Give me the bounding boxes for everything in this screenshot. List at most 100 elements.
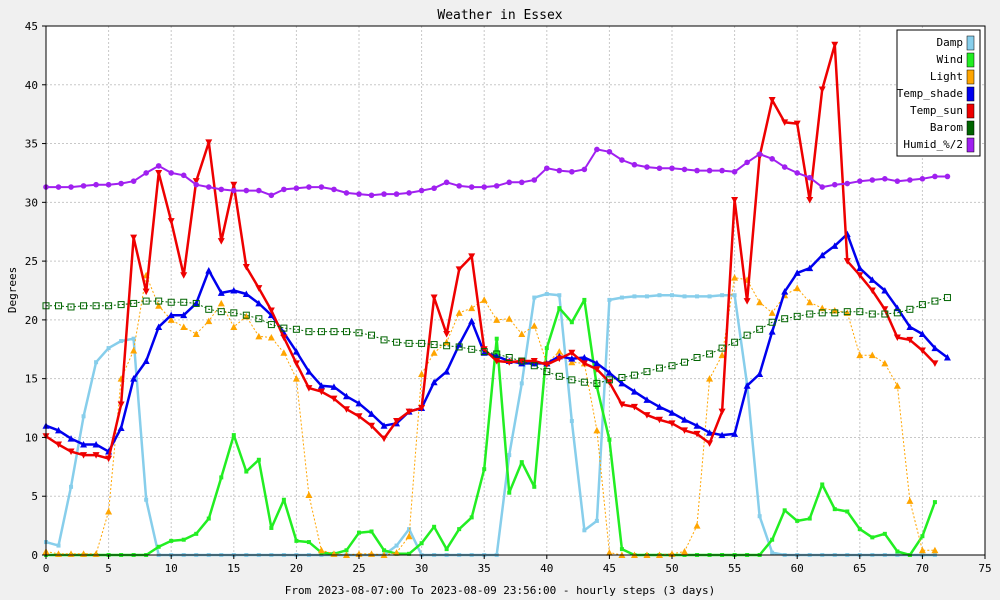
humid-2-point: [456, 183, 462, 189]
damp-point: [532, 295, 537, 300]
barom-line: [46, 297, 948, 384]
barom-point: [55, 302, 63, 310]
damp-point: [81, 414, 86, 419]
temp-shade-point: [230, 287, 238, 294]
temp-sun-point: [180, 272, 188, 279]
humid-2-point: [569, 168, 575, 175]
x-tick-label: 10: [165, 562, 178, 575]
barom-point: [67, 303, 75, 311]
humid-2-point: [894, 178, 901, 184]
damp-point: [557, 293, 562, 298]
light-point: [217, 299, 225, 307]
wind-line: [46, 298, 937, 557]
barom-point: [292, 325, 300, 333]
humid-2-point: [644, 164, 650, 170]
barom-point: [881, 310, 889, 318]
x-tick-label: 45: [603, 562, 616, 575]
barom-point: [305, 328, 313, 336]
damp-point: [569, 418, 574, 423]
temp-sun-point: [342, 406, 350, 413]
damp-point: [770, 550, 775, 555]
damp-point: [94, 360, 99, 365]
barom-point: [330, 328, 338, 336]
temp-shade-point: [167, 311, 175, 319]
barom-point: [856, 308, 864, 316]
damp-point: [582, 528, 587, 533]
light-point: [192, 330, 200, 337]
light-point: [555, 348, 563, 355]
wind-point: [845, 509, 850, 514]
legend-swatch-barom: [966, 120, 975, 136]
y-tick-label: 30: [25, 196, 38, 209]
humid-2-point: [118, 180, 124, 187]
y-tick-label: 45: [25, 20, 38, 33]
temp-sun-point: [430, 294, 438, 302]
y-tick-label: 5: [31, 490, 38, 503]
light-point: [255, 332, 263, 340]
temp-sun-point: [706, 440, 714, 447]
legend-swatch-damp: [966, 35, 975, 51]
humid-2-point: [331, 186, 337, 193]
x-tick-label: 25: [352, 562, 365, 575]
humid-2-point: [468, 184, 475, 190]
temp-shade-point: [317, 382, 325, 389]
barom-point: [280, 324, 288, 332]
x-axis-label: From 2023-08-07:00 To 2023-08-09 23:56:0…: [285, 584, 715, 597]
temp-shade-point: [305, 368, 313, 375]
damp-point: [144, 497, 149, 502]
barom-point: [155, 297, 163, 305]
humid-2-point: [168, 170, 174, 176]
humid-2-point: [105, 181, 112, 188]
humid-2-point: [544, 165, 550, 172]
wind-point: [619, 547, 624, 552]
light-point: [681, 547, 689, 555]
damp-point: [707, 294, 712, 299]
barom-point: [393, 338, 401, 346]
barom-point: [180, 298, 188, 306]
temp-sun-point: [580, 360, 588, 367]
temp-shade-point: [80, 440, 88, 448]
wind-point: [469, 515, 474, 520]
barom-point: [130, 299, 138, 307]
humid-2-point: [68, 184, 74, 190]
wind-point: [882, 531, 887, 536]
humid-2-point: [268, 192, 275, 199]
damp-point: [507, 453, 512, 458]
light-point: [593, 426, 601, 434]
wind-point: [895, 549, 900, 554]
wind-point: [281, 497, 286, 502]
wind-point: [519, 460, 524, 465]
humid-2-point: [443, 179, 450, 186]
barom-point: [731, 338, 739, 346]
humid-2-point: [869, 177, 876, 183]
barom-point: [418, 339, 426, 347]
legend-label-temp-sun: Temp_sun: [910, 104, 963, 117]
barom-point: [793, 312, 801, 320]
wind-point: [820, 482, 825, 487]
temp-shade-point: [255, 299, 263, 307]
humid-2-point: [318, 184, 325, 190]
humid-2-point: [93, 181, 99, 188]
legend-swatch-wind: [966, 52, 975, 68]
temp-shade-point: [643, 396, 651, 403]
wind-point: [932, 500, 937, 505]
temp-sun-point: [881, 306, 889, 313]
temp-sun-point: [230, 181, 238, 189]
temp-sun-point: [743, 298, 751, 305]
temp-sun-point: [831, 41, 839, 49]
humid-2-point: [281, 186, 287, 193]
humid-2-point: [218, 186, 225, 193]
light-point: [180, 323, 188, 330]
light-point: [856, 351, 864, 359]
damp-point: [619, 295, 624, 300]
humid-2-point: [857, 178, 863, 184]
temp-shade-point: [768, 328, 776, 335]
temp-sun-point: [155, 169, 163, 177]
barom-point: [192, 299, 200, 307]
humid-2-point: [919, 176, 926, 182]
barom-point: [505, 354, 513, 362]
barom-point: [931, 297, 939, 305]
damp-point: [519, 381, 524, 386]
barom-point: [430, 341, 438, 349]
